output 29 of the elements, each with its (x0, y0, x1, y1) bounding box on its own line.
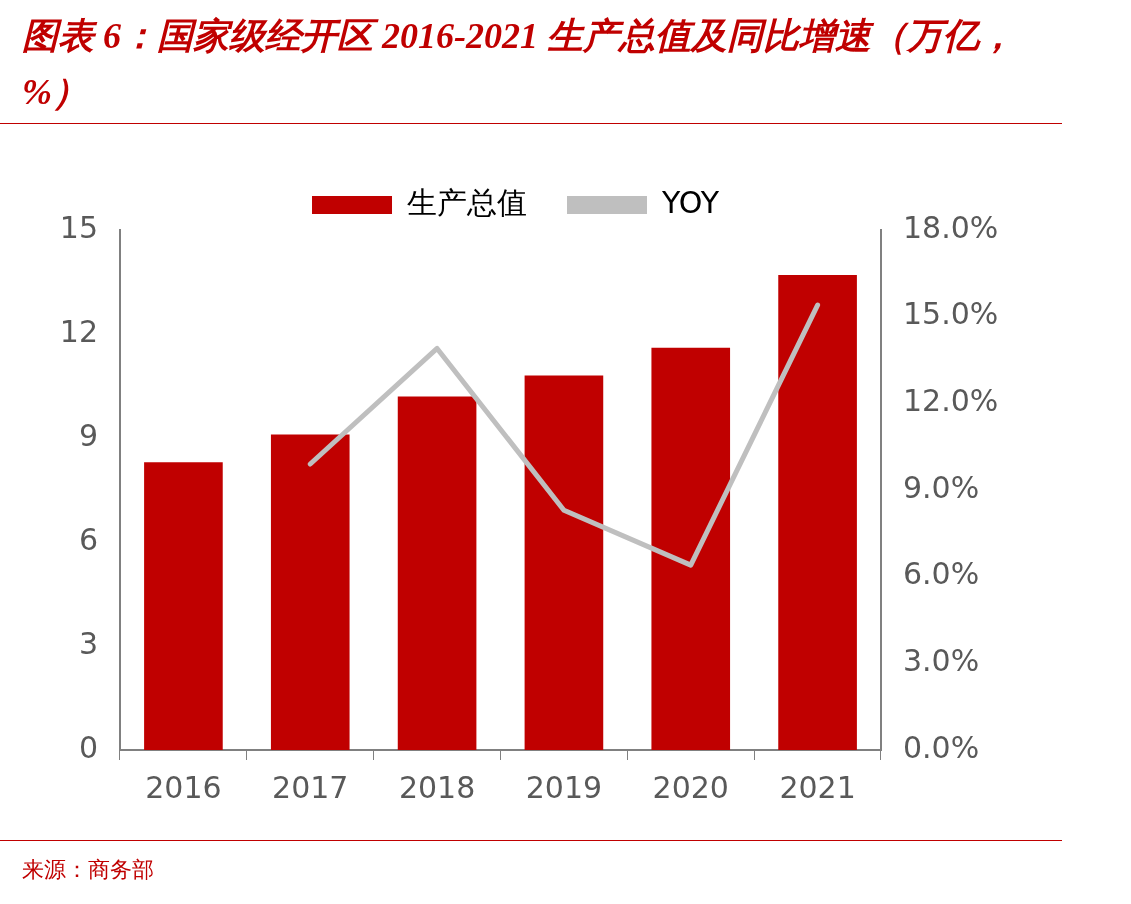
x-tick-label: 2016 (145, 769, 222, 805)
y-tick-label: 3 (78, 625, 98, 661)
y2-tick-label: 15.0% (903, 296, 999, 332)
y-tick-label: 15 (59, 209, 98, 245)
y2-tick-label: 3.0% (903, 643, 980, 679)
source-note: 来源：商务部 (22, 856, 154, 884)
y2-tick-label: 12.0% (903, 383, 999, 419)
y-tick-label: 9 (78, 417, 98, 453)
chart-title: 图表 6：国家级经开区 2016-2021 生产总值及同比增速（万亿，%） (22, 15, 1016, 114)
y2-tick-label: 0.0% (903, 729, 980, 765)
x-tick-label: 2020 (652, 769, 729, 805)
y2-tick-label: 18.0% (903, 209, 999, 245)
legend-label: 生产总值 (407, 184, 528, 220)
bar (778, 275, 857, 750)
x-tick-label: 2021 (779, 769, 856, 805)
bar (651, 347, 731, 750)
y-tick-label: 12 (59, 313, 98, 349)
y-tick-label: 0 (78, 729, 98, 765)
legend-label: YOY (661, 184, 720, 220)
bar (270, 434, 350, 750)
y2-tick-label: 6.0% (903, 556, 980, 592)
y-tick-label: 6 (78, 521, 98, 557)
x-tick-label: 2019 (525, 769, 603, 805)
bar (144, 462, 223, 750)
x-tick-label: 2017 (272, 769, 349, 805)
bar (524, 375, 604, 750)
x-tick-label: 2018 (398, 769, 476, 805)
y2-tick-label: 9.0% (903, 469, 980, 505)
bar (397, 396, 477, 750)
